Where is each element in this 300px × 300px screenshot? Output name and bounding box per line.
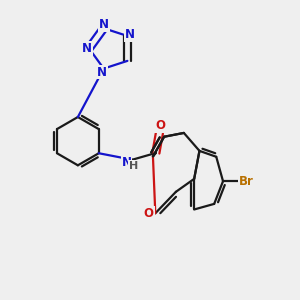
Text: N: N [97, 66, 107, 79]
Text: N: N [82, 42, 92, 55]
Text: N: N [125, 28, 135, 41]
Text: N: N [99, 18, 109, 31]
Text: O: O [144, 207, 154, 220]
Text: N: N [122, 156, 131, 169]
Text: O: O [155, 119, 165, 132]
Text: H: H [129, 161, 138, 171]
Text: Br: Br [239, 175, 254, 188]
